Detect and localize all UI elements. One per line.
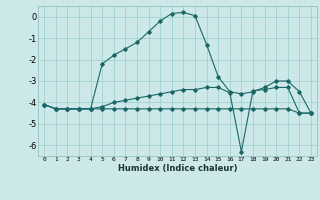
X-axis label: Humidex (Indice chaleur): Humidex (Indice chaleur): [118, 164, 237, 173]
